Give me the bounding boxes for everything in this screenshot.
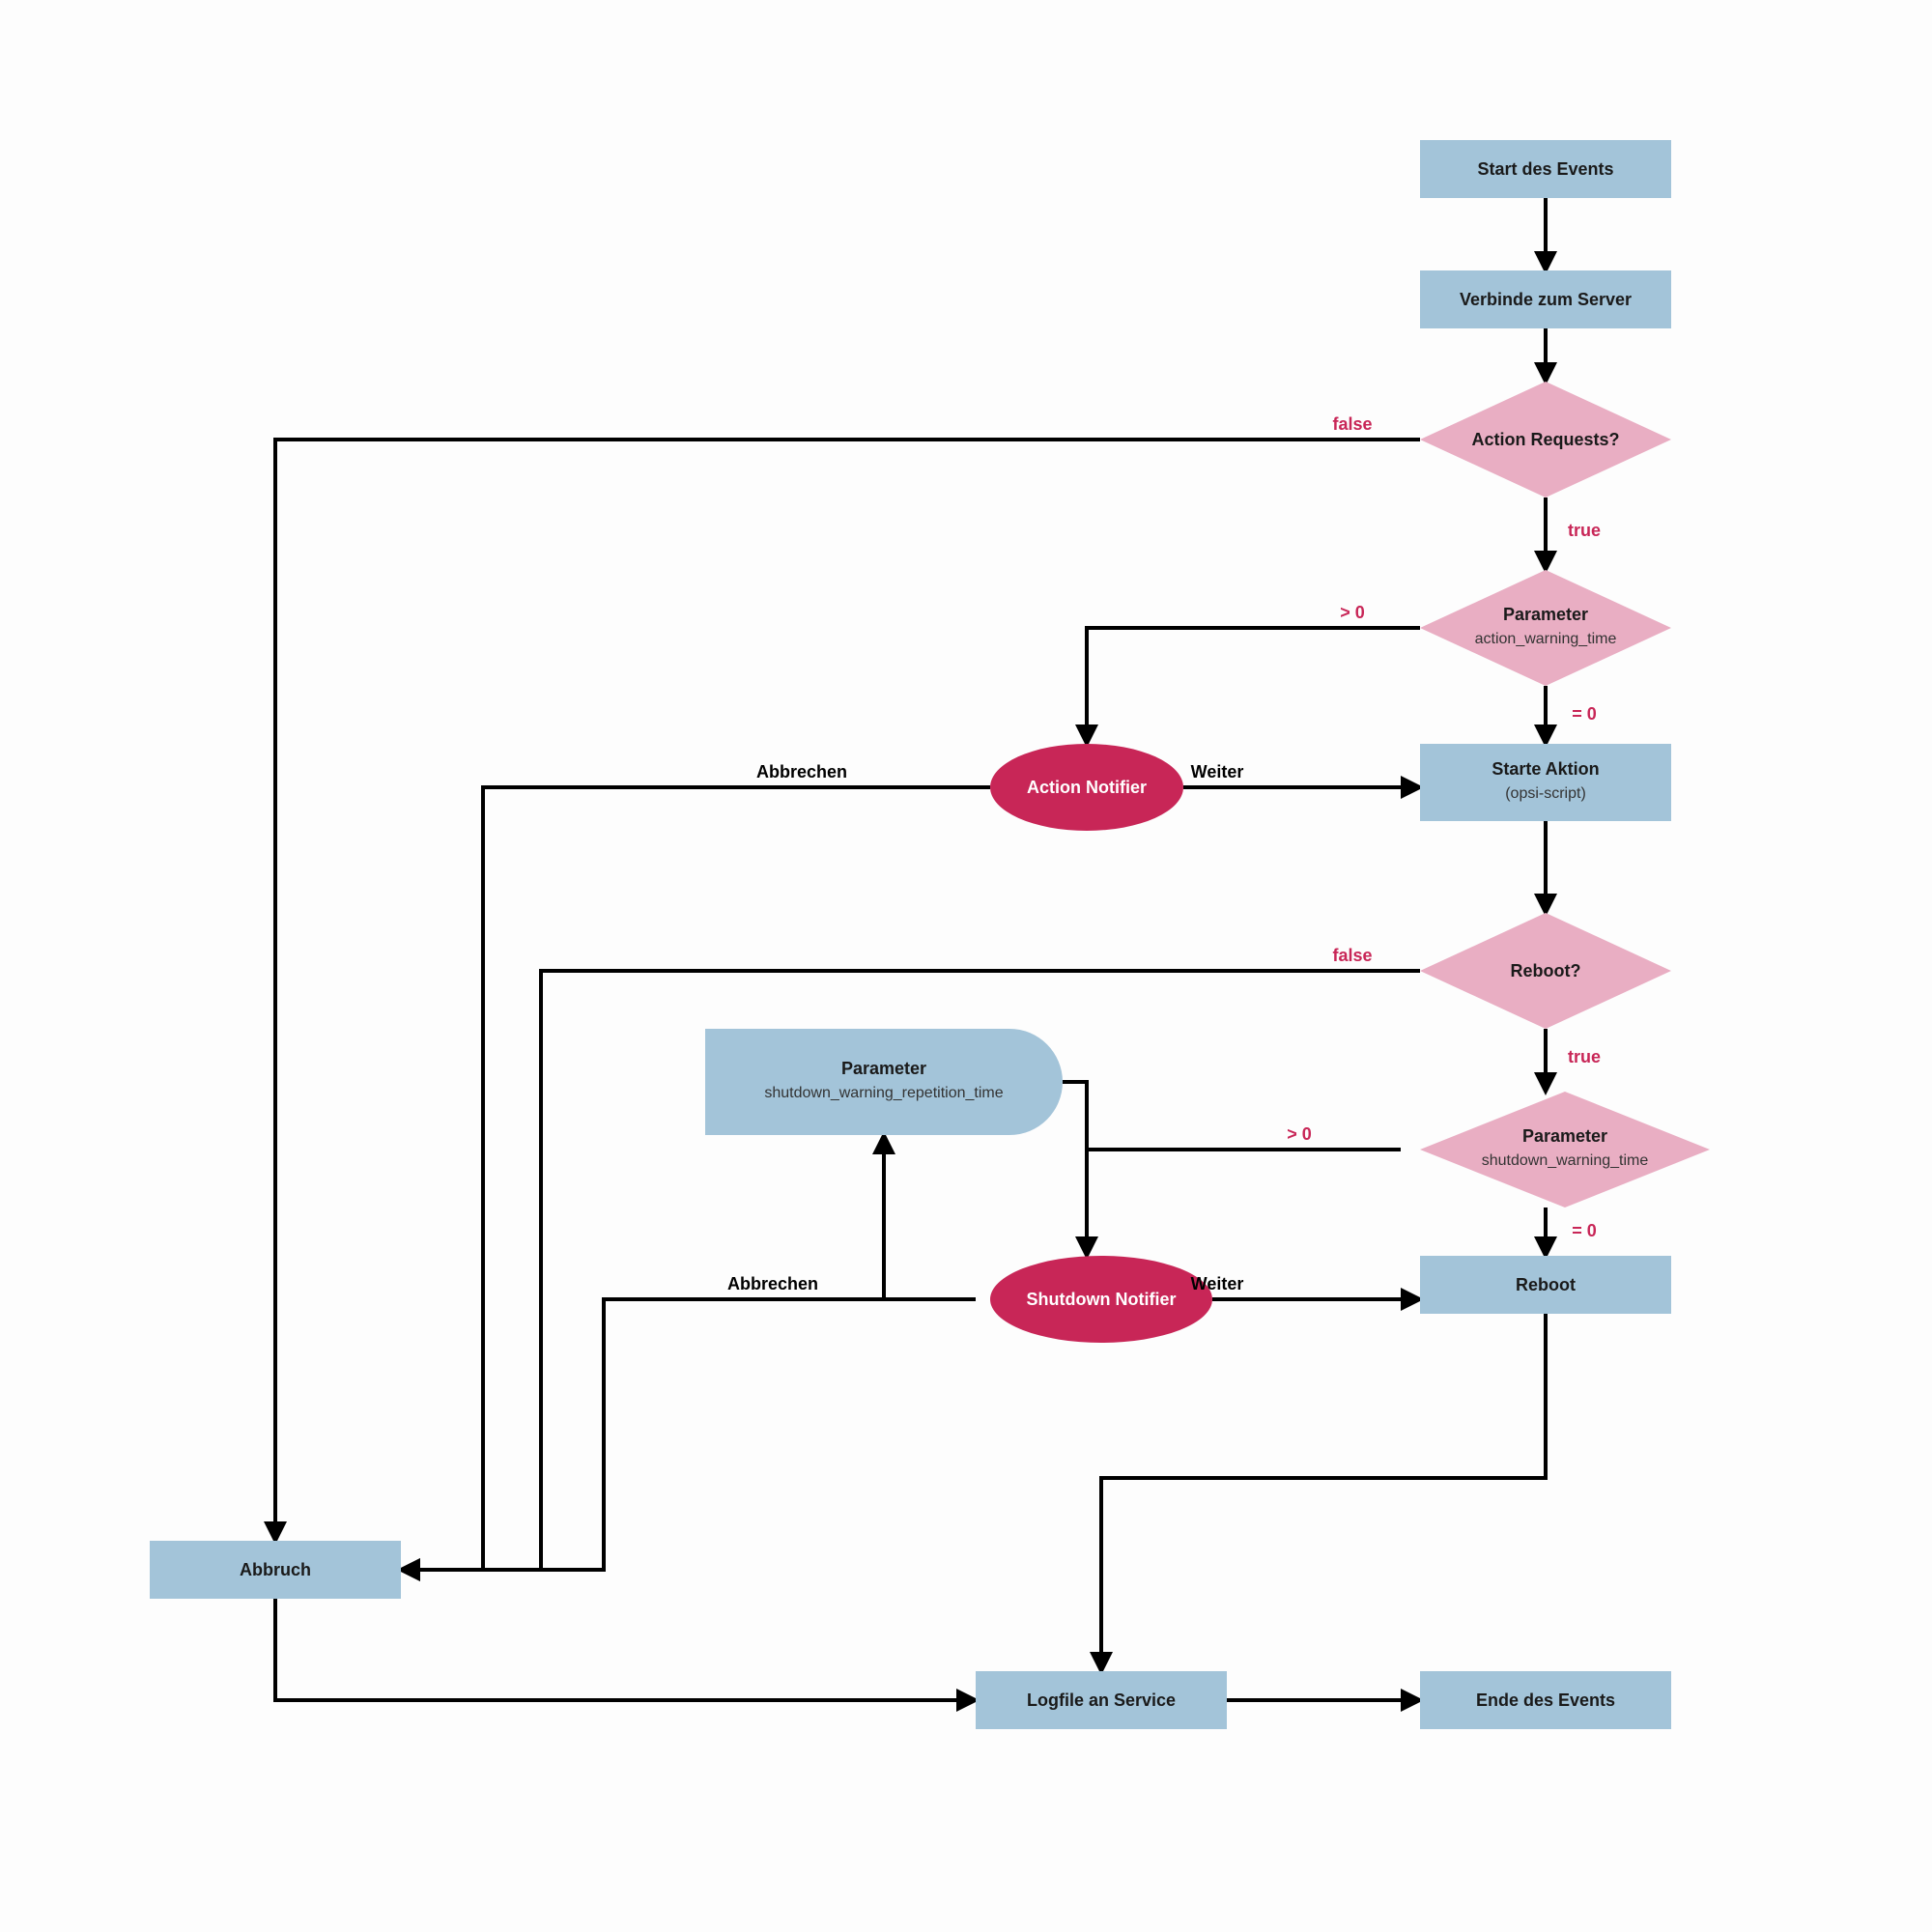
node-reboot?: Reboot?: [1420, 913, 1671, 1029]
edge-label-snotif-reboot: Weiter: [1191, 1274, 1244, 1293]
edge-label-actreq-param1: true: [1568, 521, 1601, 540]
node-label-actreq: Action Requests?: [1471, 430, 1619, 449]
edge-label-anotif-startact: Weiter: [1191, 762, 1244, 781]
node-abort: Abbruch: [150, 1541, 401, 1599]
edge-label-reboot?-param2: true: [1568, 1047, 1601, 1066]
node-sublabel-param1: action_warning_time: [1475, 631, 1617, 647]
node-repparam: Parameter shutdown_warning_repetition_tim…: [705, 1029, 1063, 1135]
node-label-snotif: Shutdown Notifier: [1027, 1290, 1177, 1309]
node-param1: Parameter action_warning_time: [1420, 570, 1671, 686]
node-label-start: Start des Events: [1477, 159, 1613, 179]
edge-label-param1-anotif: > 0: [1340, 603, 1365, 622]
node-label-abort: Abbruch: [240, 1560, 311, 1579]
node-label-param2: Parameter: [1522, 1126, 1607, 1146]
node-reboot: Reboot: [1420, 1256, 1671, 1314]
node-start: Start des Events: [1420, 140, 1671, 198]
node-label-startact: Starte Aktion: [1492, 759, 1599, 779]
edge-label-actreq-abort: false: [1332, 414, 1372, 434]
flowchart-diagram: Start des Events Verbinde zum Server Actio…: [0, 0, 1932, 1932]
edge-label-snotif-repparam: Abbrechen: [727, 1274, 818, 1293]
node-label-connect: Verbinde zum Server: [1460, 290, 1632, 309]
node-label-anotif: Action Notifier: [1027, 778, 1147, 797]
edge-snotif-repparam: [884, 1135, 976, 1299]
node-startact: Starte Aktion (opsi-script): [1420, 744, 1671, 821]
node-snotif: Shutdown Notifier: [990, 1256, 1212, 1343]
edge-label-param1-startact: = 0: [1572, 704, 1597, 724]
edge-repparam-snotif: [1063, 1082, 1087, 1256]
edge-anotif-abort: [401, 787, 990, 1570]
node-label-reboot?: Reboot?: [1511, 961, 1581, 980]
node-sublabel-repparam: shutdown_warning_repetition_time: [764, 1085, 1003, 1101]
node-end: Ende des Events: [1420, 1671, 1671, 1729]
node-label-repparam: Parameter: [841, 1059, 926, 1078]
node-label-reboot: Reboot: [1516, 1275, 1576, 1294]
edge-actreq-abort: [275, 440, 1420, 1541]
edge-reboot-logfile: [1101, 1314, 1546, 1671]
node-param2: Parameter shutdown_warning_time: [1420, 1092, 1710, 1208]
edge-label-param2-reboot: = 0: [1572, 1221, 1597, 1240]
edge-label-param2-snotif: > 0: [1287, 1124, 1312, 1144]
edge-snotif-abort: [401, 1299, 976, 1570]
node-actreq: Action Requests?: [1420, 382, 1671, 497]
node-label-end: Ende des Events: [1476, 1690, 1615, 1710]
edge-abort-logfile: [275, 1599, 976, 1700]
node-label-logfile: Logfile an Service: [1027, 1690, 1176, 1710]
node-sublabel-param2: shutdown_warning_time: [1482, 1152, 1649, 1169]
edge-param1-anotif: [1087, 628, 1420, 744]
edge-label-reboot?-abort: false: [1332, 946, 1372, 965]
edge-param2-snotif: [1087, 1150, 1401, 1256]
node-logfile: Logfile an Service: [976, 1671, 1227, 1729]
node-sublabel-startact: (opsi-script): [1505, 785, 1586, 802]
edge-label-anotif-abort: Abbrechen: [756, 762, 847, 781]
node-label-param1: Parameter: [1503, 605, 1588, 624]
node-anotif: Action Notifier: [990, 744, 1183, 831]
node-connect: Verbinde zum Server: [1420, 270, 1671, 328]
